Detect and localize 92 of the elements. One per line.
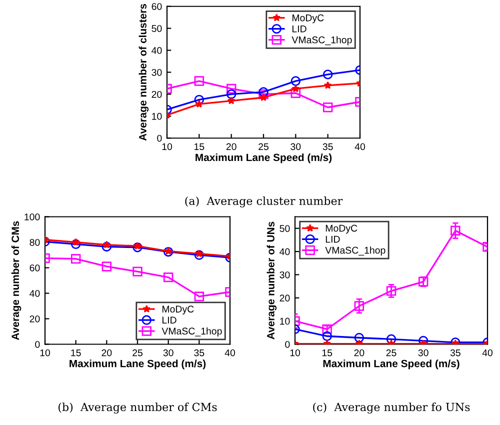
point (102, 240, 111, 248)
point (386, 286, 396, 296)
legend-label: VMaSC_1hop (162, 327, 222, 336)
x-tick-label: 20 (226, 143, 236, 150)
x-tick-label: 15 (322, 349, 332, 356)
x-tick-label: 40 (354, 143, 366, 150)
y-axis-title: Average number of CMs (11, 221, 22, 340)
point (354, 301, 364, 311)
x-tick-label: 10 (290, 349, 300, 356)
x-tick-label: 20 (354, 349, 364, 356)
x-tick-label: 40 (224, 349, 236, 356)
text: (c) Average number fo UNs (313, 402, 470, 414)
point (322, 102, 333, 112)
y-tick-label: 10 (152, 112, 162, 120)
x-axis-title: Maximum Lane Speed (m/s) (70, 360, 206, 370)
point (227, 96, 236, 104)
legend-label: LID (326, 236, 340, 243)
text: (b) Average number of CMs (58, 402, 217, 414)
y-tick-label: 50 (152, 25, 162, 32)
point (195, 100, 204, 108)
point (226, 89, 236, 100)
y-tick-label: 0 (35, 340, 40, 348)
y-tick-label: 10 (280, 318, 290, 325)
x-tick-label: 10 (40, 349, 50, 356)
point (70, 239, 81, 250)
y-tick-label: 30 (152, 68, 162, 76)
y-tick-label: 50 (280, 225, 290, 232)
y-tick-label: 80 (30, 238, 40, 246)
legend-label: LID (162, 316, 176, 324)
y-tick-label: 40 (280, 248, 290, 256)
y-tick-label: 0 (157, 134, 162, 142)
point (290, 88, 301, 98)
text: (a) Average cluster number (185, 196, 343, 208)
x-tick-label: 15 (194, 143, 204, 150)
point (292, 84, 300, 92)
y-tick-label: 20 (280, 294, 290, 302)
legend-label: MoDyC (326, 224, 358, 234)
point (163, 272, 174, 282)
point (132, 242, 142, 252)
point (386, 334, 396, 344)
point (418, 336, 428, 344)
point (258, 87, 268, 97)
x-tick-label: 40 (482, 349, 493, 356)
x-tick-label: 25 (386, 349, 396, 356)
x-tick-label: 30 (418, 349, 428, 356)
x-tick-label: 25 (132, 349, 142, 356)
y-tick-label: 60 (152, 3, 162, 10)
point (194, 292, 204, 302)
point (290, 76, 301, 86)
point (194, 76, 204, 86)
y-tick-label: 20 (30, 315, 40, 322)
point (102, 242, 112, 252)
point (258, 89, 268, 100)
x-tick-label: 35 (322, 143, 333, 150)
x-tick-label: 25 (258, 143, 268, 150)
point (102, 262, 112, 272)
x-tick-label: 20 (102, 349, 112, 356)
point (194, 250, 204, 260)
y-axis-title: Average number of UNs (266, 222, 277, 340)
legend-label: MoDyC (292, 14, 324, 24)
x-axis-title: Maximum Lane Speed (m/s) (196, 153, 332, 164)
point (354, 332, 364, 343)
point (450, 226, 460, 236)
point (260, 93, 268, 102)
point (134, 242, 142, 250)
point (132, 266, 142, 276)
x-tick-label: 35 (450, 349, 460, 356)
point (70, 254, 81, 264)
x-tick-label: 15 (71, 349, 81, 356)
y-tick-label: 40 (30, 290, 40, 297)
y-tick-label: 100 (24, 213, 40, 220)
point (195, 250, 204, 258)
point (322, 70, 333, 80)
y-tick-label: 20 (152, 90, 162, 98)
legend-label: LID (292, 26, 306, 32)
legend-label: MoDyC (162, 306, 194, 314)
x-tick-label: 35 (194, 349, 204, 356)
legend-label: VMaSC_1hop (325, 246, 386, 256)
x-tick-label: 30 (163, 349, 174, 356)
point (194, 94, 204, 105)
y-tick-label: 0 (285, 340, 290, 348)
y-tick-label: 40 (152, 47, 162, 54)
y-tick-label: 30 (280, 271, 290, 278)
x-tick-label: 10 (162, 143, 172, 150)
x-tick-label: 30 (290, 143, 301, 150)
point (324, 81, 332, 89)
y-tick-label: 60 (30, 264, 40, 272)
y-axis-title: Average number of clusters (138, 4, 149, 141)
point (226, 84, 236, 94)
x-axis-title: Maximum Lane Speed (m/s) (323, 360, 460, 370)
legend-label: VMaSC_1hop (292, 36, 352, 46)
point (72, 238, 80, 246)
